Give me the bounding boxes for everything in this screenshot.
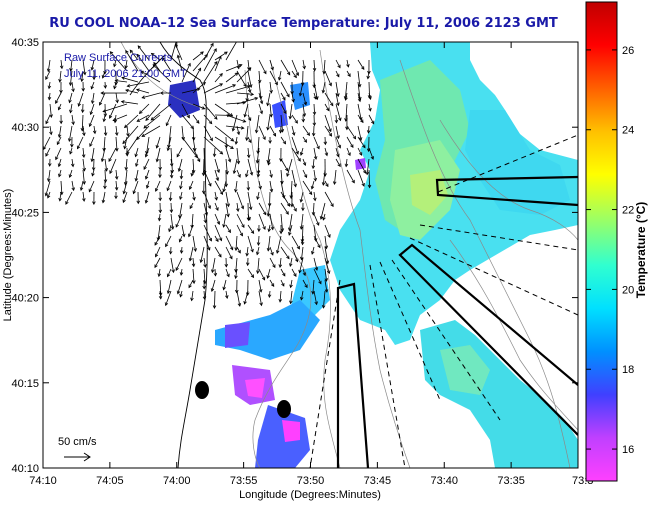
colorbar-ticks: 26 24 22 20 18 16 [586, 45, 634, 456]
y-tick-label: 40:25 [11, 207, 39, 219]
colorbar-tick-label: 22 [622, 205, 634, 217]
x-tick-label: 73:50 [297, 475, 325, 487]
colorbar [585, 1, 618, 482]
x-axis: 74:10 74:05 74:00 73:55 73:50 73:45 73:40 73:35… [29, 42, 593, 487]
colorbar-tick-label: 24 [622, 125, 634, 137]
colorbar-tick-label: 18 [622, 364, 634, 376]
inset-line2: July 11, 2006 21:00 GMT [64, 68, 187, 80]
y-tick-label: 40:30 [11, 122, 39, 134]
x-tick-label: 74:00 [163, 475, 191, 487]
surface-current-vectors [43, 42, 375, 309]
transect-outlines [336, 175, 578, 468]
y-tick-label: 40:35 [11, 37, 39, 49]
scale-arrow [64, 452, 91, 462]
x-tick-label: 73:55 [230, 475, 258, 487]
station-marker [277, 400, 291, 418]
chart-title: RU COOL NOAA–12 Sea Surface Temperature:… [49, 16, 558, 31]
station-marker [195, 381, 209, 399]
x-tick-label: 73:40 [430, 475, 458, 487]
inset-line1: Raw Surface Currents [64, 52, 173, 64]
colorbar-tick-label: 20 [622, 284, 634, 296]
colorbar-tick-label: 16 [622, 444, 634, 456]
colorbar-tick-label: 26 [622, 45, 634, 57]
x-tick-label: 73:35 [497, 475, 525, 487]
y-axis-label: Latitude (Degrees:Minutes) [2, 189, 14, 322]
x-tick-label: 74:10 [29, 475, 57, 487]
x-tick-label: 73:45 [364, 475, 392, 487]
sst-field [168, 42, 578, 468]
y-tick-label: 40:15 [11, 378, 39, 390]
colorbar-label: Temperature (°C) [634, 202, 648, 299]
y-tick-label: 40:20 [11, 293, 39, 305]
y-tick-label: 40:10 [11, 463, 39, 475]
x-axis-label: Longitude (Degrees:Minutes) [239, 489, 381, 501]
radial-dashed-lines [309, 134, 578, 468]
scale-label: 50 cm/s [58, 436, 97, 448]
y-axis: 40:35 40:30 40:25 40:20 40:15 40:10 [11, 37, 578, 475]
x-tick-label: 74:05 [96, 475, 124, 487]
